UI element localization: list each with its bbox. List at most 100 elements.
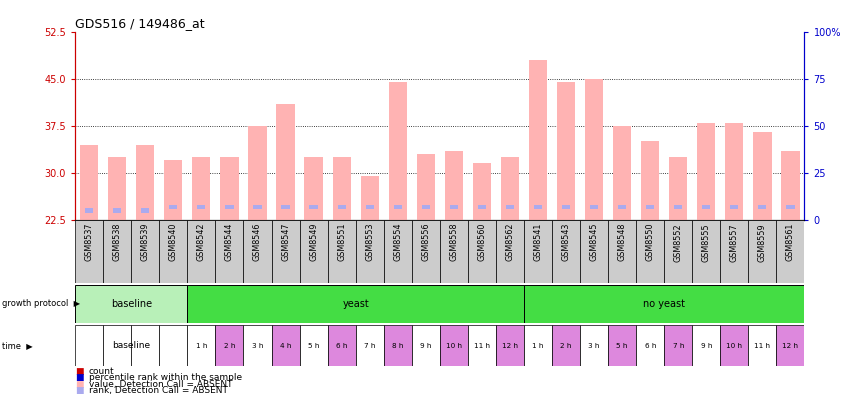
Bar bbox=[579, 220, 607, 283]
Bar bbox=[669, 157, 687, 220]
Text: 9 h: 9 h bbox=[420, 343, 431, 348]
Bar bbox=[243, 220, 271, 283]
Bar bbox=[467, 220, 496, 283]
Bar bbox=[271, 220, 299, 283]
Bar bbox=[551, 220, 579, 283]
Text: GDS516 / 149486_at: GDS516 / 149486_at bbox=[75, 17, 205, 30]
Bar bbox=[393, 205, 402, 209]
Text: percentile rank within the sample: percentile rank within the sample bbox=[89, 373, 241, 382]
Bar bbox=[192, 157, 210, 220]
Bar bbox=[528, 60, 547, 220]
Bar bbox=[533, 205, 542, 209]
Bar bbox=[729, 205, 738, 209]
Bar bbox=[696, 123, 715, 220]
Bar bbox=[85, 208, 93, 213]
Text: 10 h: 10 h bbox=[445, 343, 461, 348]
Bar bbox=[618, 205, 625, 209]
Bar bbox=[664, 220, 692, 283]
Bar bbox=[160, 325, 187, 366]
Text: GSM8552: GSM8552 bbox=[673, 223, 682, 262]
Bar bbox=[450, 205, 457, 209]
Bar bbox=[187, 285, 524, 323]
Bar bbox=[187, 325, 215, 366]
Bar bbox=[305, 157, 322, 220]
Text: 1 h: 1 h bbox=[195, 343, 206, 348]
Bar bbox=[589, 205, 597, 209]
Bar bbox=[719, 220, 747, 283]
Bar bbox=[75, 285, 187, 323]
Bar bbox=[411, 325, 439, 366]
Bar bbox=[388, 82, 406, 220]
Bar bbox=[752, 132, 770, 220]
Text: GSM8548: GSM8548 bbox=[617, 223, 626, 261]
Text: 3 h: 3 h bbox=[588, 343, 599, 348]
Text: 7 h: 7 h bbox=[672, 343, 683, 348]
Text: 11 h: 11 h bbox=[473, 343, 490, 348]
Text: 6 h: 6 h bbox=[644, 343, 655, 348]
Bar bbox=[169, 205, 177, 209]
Bar bbox=[607, 220, 635, 283]
Text: GSM8537: GSM8537 bbox=[84, 223, 94, 261]
Bar bbox=[337, 205, 345, 209]
Text: count: count bbox=[89, 367, 114, 376]
Bar bbox=[473, 163, 490, 220]
Bar bbox=[164, 160, 183, 220]
Bar bbox=[439, 220, 467, 283]
Bar bbox=[160, 220, 187, 283]
Bar bbox=[136, 145, 154, 220]
Bar bbox=[692, 220, 719, 283]
Text: rank, Detection Call = ABSENT: rank, Detection Call = ABSENT bbox=[89, 386, 228, 395]
Text: 3 h: 3 h bbox=[252, 343, 263, 348]
Text: GSM8557: GSM8557 bbox=[729, 223, 738, 262]
Text: GSM8553: GSM8553 bbox=[365, 223, 374, 261]
Bar bbox=[505, 205, 514, 209]
Bar bbox=[131, 220, 160, 283]
Text: GSM8538: GSM8538 bbox=[113, 223, 122, 261]
Bar bbox=[355, 220, 383, 283]
Bar bbox=[248, 126, 266, 220]
Text: 1 h: 1 h bbox=[531, 343, 543, 348]
Text: no yeast: no yeast bbox=[642, 299, 684, 309]
Bar bbox=[524, 285, 817, 323]
Bar bbox=[299, 325, 328, 366]
Text: GSM8540: GSM8540 bbox=[169, 223, 177, 261]
Bar bbox=[607, 325, 635, 366]
Text: GSM8559: GSM8559 bbox=[757, 223, 766, 262]
Text: 7 h: 7 h bbox=[363, 343, 375, 348]
Text: 12 h: 12 h bbox=[781, 343, 798, 348]
Bar bbox=[365, 205, 374, 209]
Bar bbox=[108, 157, 126, 220]
Bar bbox=[131, 325, 160, 366]
Bar bbox=[299, 220, 328, 283]
Bar bbox=[332, 157, 351, 220]
Bar bbox=[113, 208, 121, 213]
Text: value, Detection Call = ABSENT: value, Detection Call = ABSENT bbox=[89, 380, 232, 388]
Bar bbox=[383, 325, 411, 366]
Text: 9 h: 9 h bbox=[699, 343, 711, 348]
Text: 5 h: 5 h bbox=[308, 343, 319, 348]
Bar bbox=[328, 220, 355, 283]
Bar bbox=[243, 325, 271, 366]
Text: growth protocol  ▶: growth protocol ▶ bbox=[2, 299, 79, 308]
Bar bbox=[383, 220, 411, 283]
Bar bbox=[197, 205, 206, 209]
Text: 6 h: 6 h bbox=[335, 343, 347, 348]
Bar bbox=[641, 141, 659, 220]
Bar bbox=[780, 151, 798, 220]
Text: GSM8546: GSM8546 bbox=[252, 223, 262, 261]
Bar bbox=[276, 104, 294, 220]
Text: 2 h: 2 h bbox=[560, 343, 571, 348]
Bar bbox=[215, 220, 243, 283]
Bar bbox=[556, 82, 574, 220]
Text: ■: ■ bbox=[75, 373, 84, 382]
Bar bbox=[692, 325, 719, 366]
Text: 11 h: 11 h bbox=[753, 343, 769, 348]
Text: 2 h: 2 h bbox=[223, 343, 235, 348]
Text: ■: ■ bbox=[75, 380, 84, 388]
Text: GSM8555: GSM8555 bbox=[701, 223, 710, 262]
Bar bbox=[579, 325, 607, 366]
Bar bbox=[271, 325, 299, 366]
Bar bbox=[664, 325, 692, 366]
Bar bbox=[421, 205, 429, 209]
Text: GSM8560: GSM8560 bbox=[477, 223, 486, 261]
